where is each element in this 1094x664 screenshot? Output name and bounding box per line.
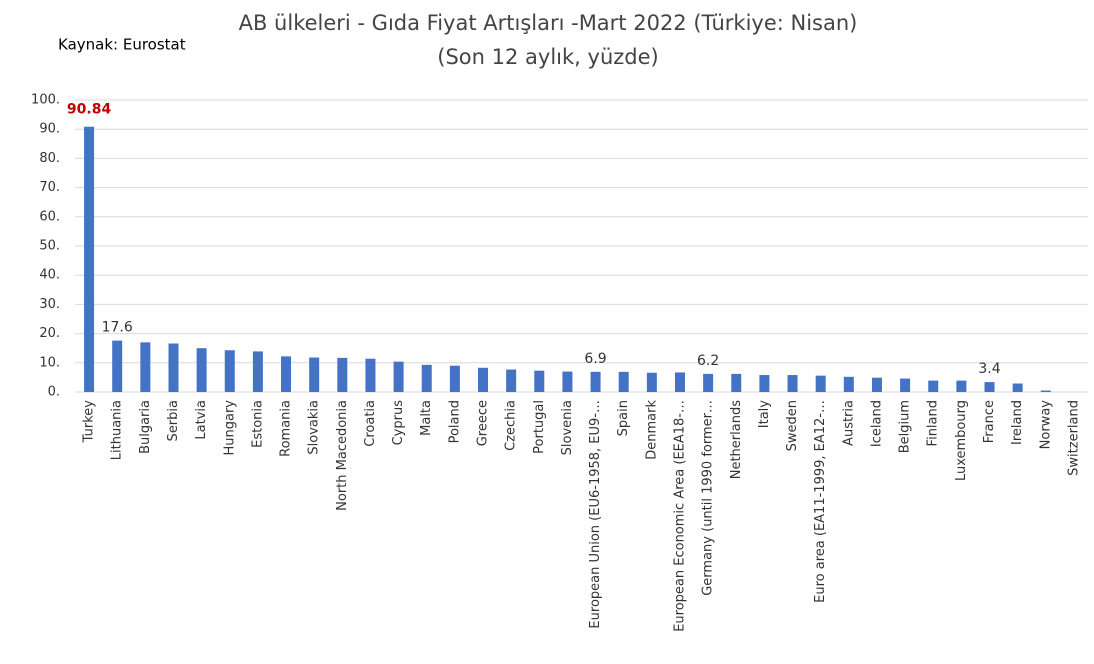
x-tick-label: European Economic Area (EEA18-…: [672, 400, 687, 632]
bar: [168, 343, 179, 392]
bar: [928, 380, 939, 392]
x-tick-label: Bulgaria: [138, 400, 153, 454]
x-tick-label: Latvia: [194, 400, 209, 440]
x-tick-label: Italy: [757, 400, 772, 429]
bar: [815, 375, 826, 392]
data-label: 90.84: [67, 102, 112, 118]
bar: [956, 380, 967, 392]
bar: [421, 364, 432, 392]
x-tick-label: Romania: [279, 400, 294, 457]
y-tick-label: 80.: [39, 151, 60, 166]
x-tick-label: Germany (until 1990 former…: [701, 400, 716, 596]
bar: [84, 126, 95, 393]
y-tick-label: 10.: [39, 355, 60, 370]
x-tick-label: Switzerland: [1066, 400, 1081, 476]
bar: [984, 382, 995, 392]
bar: [252, 351, 263, 392]
bar: [674, 372, 685, 392]
bar: [1040, 390, 1051, 392]
y-tick-label: 50.: [39, 239, 60, 254]
x-tick-label: France: [982, 400, 997, 443]
x-tick-label: Turkey: [82, 400, 97, 444]
y-tick-label: 70.: [39, 180, 60, 195]
x-tick-label: Spain: [616, 400, 631, 436]
bar: [506, 369, 517, 392]
chart-subtitle: (Son 12 aylık, yüzde): [437, 45, 658, 69]
x-tick-label: Czechia: [504, 400, 519, 451]
x-tick-label: Portugal: [532, 400, 547, 454]
bar: [196, 348, 207, 392]
bar: [393, 361, 404, 392]
x-tick-label: Poland: [447, 400, 462, 443]
y-tick-label: 90.: [39, 122, 60, 137]
x-tick-label: Iceland: [869, 400, 884, 447]
bar: [478, 367, 489, 392]
bar: [703, 373, 714, 392]
bar: [843, 376, 854, 392]
chart-title: AB ülkeleri - Gıda Fiyat Artışları -Mart…: [239, 11, 858, 35]
bar: [759, 375, 770, 392]
bar: [449, 365, 460, 392]
bar: [112, 340, 123, 392]
x-tick-label: Greece: [476, 400, 491, 446]
bar: [224, 350, 235, 392]
x-tick-label: Hungary: [222, 400, 237, 456]
data-label: 3.4: [978, 361, 1000, 377]
x-tick-label: European Union (EU6-1958, EU9-…: [588, 400, 603, 629]
x-tick-label: Estonia: [250, 400, 265, 448]
y-tick-label: 60.: [39, 209, 60, 224]
y-tick-label: 20.: [39, 326, 60, 341]
x-tick-label: Lithuania: [110, 400, 125, 460]
bar: [731, 373, 742, 392]
x-tick-label: Serbia: [166, 400, 181, 441]
x-tick-label: Sweden: [785, 400, 800, 451]
bar: [646, 372, 657, 392]
data-label: 6.2: [697, 353, 719, 369]
x-tick-label: Euro area (EA11-1999, EA12-…: [813, 400, 828, 603]
x-tick-label: Norway: [1038, 400, 1053, 450]
x-tick-label: Slovakia: [307, 400, 322, 455]
y-tick-label: 0.: [48, 385, 60, 400]
x-tick-label: Netherlands: [729, 400, 744, 479]
y-tick-label: 40.: [39, 268, 60, 283]
bar: [337, 357, 348, 392]
bar: [590, 371, 601, 392]
bar: [140, 342, 151, 392]
data-label: 17.6: [102, 320, 133, 336]
bar: [618, 371, 629, 392]
bar: [281, 356, 292, 392]
x-tick-label: Belgium: [898, 400, 913, 453]
y-tick-label: 30.: [39, 297, 60, 312]
x-tick-label: Denmark: [644, 400, 659, 460]
bar: [787, 375, 798, 392]
data-label: 6.9: [584, 351, 606, 367]
bar: [871, 377, 882, 392]
x-tick-label: Finland: [926, 400, 941, 446]
x-tick-label: North Macedonia: [335, 400, 350, 511]
bar: [562, 371, 573, 392]
x-tick-label: Austria: [841, 400, 856, 446]
y-tick-label: 100.: [31, 93, 60, 108]
source-note: Kaynak: Eurostat: [58, 36, 186, 54]
bar: [1012, 383, 1023, 392]
bar: [534, 370, 545, 392]
x-tick-label: Cyprus: [391, 400, 406, 446]
x-tick-label: Malta: [419, 400, 434, 436]
x-tick-label: Croatia: [363, 400, 378, 447]
x-tick-label: Slovenia: [560, 400, 575, 455]
bar: [309, 357, 320, 392]
x-tick-label: Luxembourg: [954, 400, 969, 481]
x-tick-label: Ireland: [1010, 400, 1025, 445]
bar: [365, 358, 376, 392]
bar: [900, 378, 911, 392]
